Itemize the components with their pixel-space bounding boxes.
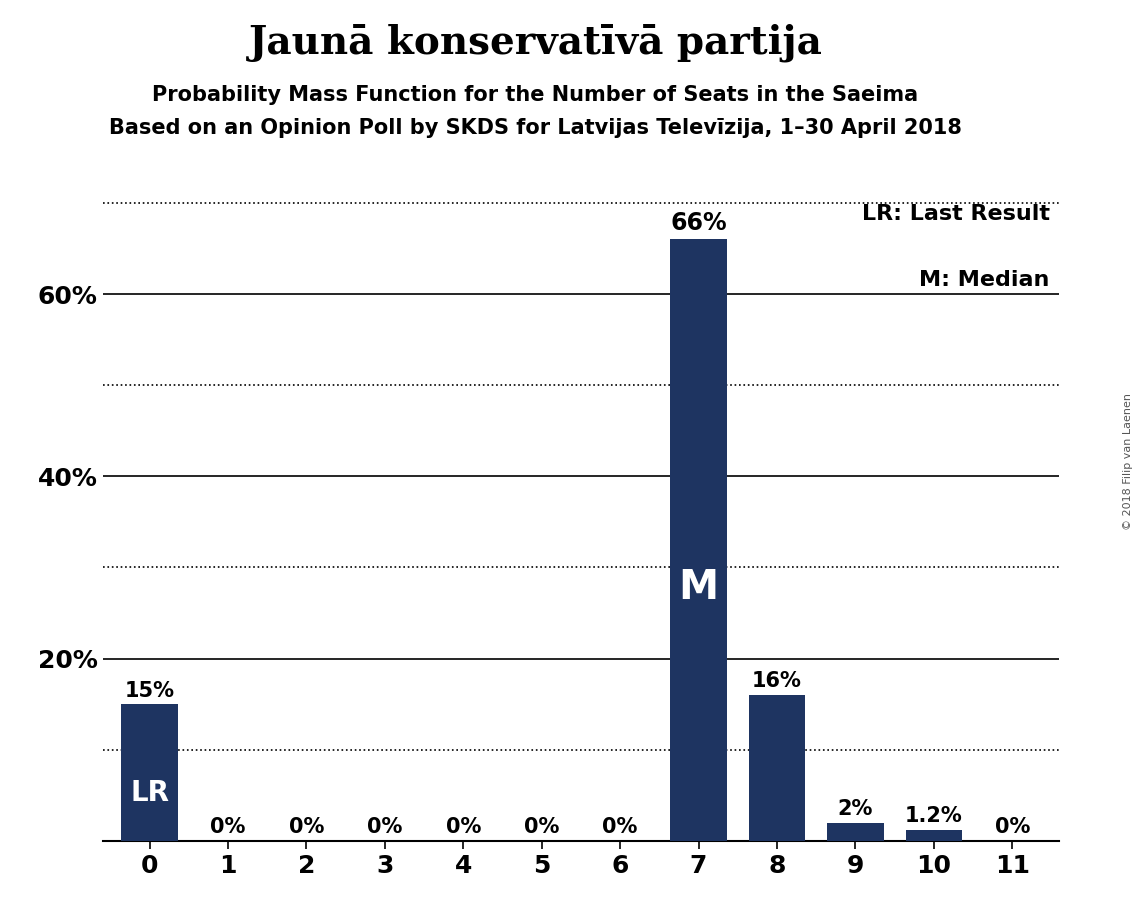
Text: © 2018 Filip van Laenen: © 2018 Filip van Laenen bbox=[1123, 394, 1133, 530]
Bar bbox=[906, 830, 962, 841]
Text: 0%: 0% bbox=[211, 817, 246, 837]
Text: 0%: 0% bbox=[288, 817, 325, 837]
Bar bbox=[670, 239, 727, 841]
Text: LR: Last Result: LR: Last Result bbox=[862, 204, 1050, 225]
Text: 0%: 0% bbox=[994, 817, 1030, 837]
Text: 16%: 16% bbox=[752, 672, 802, 691]
Text: 66%: 66% bbox=[670, 211, 727, 235]
Text: 0%: 0% bbox=[367, 817, 402, 837]
Text: Probability Mass Function for the Number of Seats in the Saeima: Probability Mass Function for the Number… bbox=[153, 85, 918, 105]
Text: 1.2%: 1.2% bbox=[904, 807, 962, 826]
Text: 0%: 0% bbox=[445, 817, 481, 837]
Text: LR: LR bbox=[130, 779, 169, 807]
Text: M: M bbox=[679, 568, 719, 608]
Text: M: Median: M: Median bbox=[919, 270, 1050, 290]
Text: Jaunā konservatīvā partija: Jaunā konservatīvā partija bbox=[248, 23, 822, 62]
Bar bbox=[122, 704, 178, 841]
Text: 15%: 15% bbox=[124, 680, 174, 700]
Bar bbox=[827, 822, 884, 841]
Text: 0%: 0% bbox=[603, 817, 638, 837]
Text: 2%: 2% bbox=[837, 799, 874, 819]
Text: Based on an Opinion Poll by SKDS for Latvijas Televīzija, 1–30 April 2018: Based on an Opinion Poll by SKDS for Lat… bbox=[109, 118, 961, 139]
Bar bbox=[748, 695, 805, 841]
Text: 0%: 0% bbox=[524, 817, 559, 837]
